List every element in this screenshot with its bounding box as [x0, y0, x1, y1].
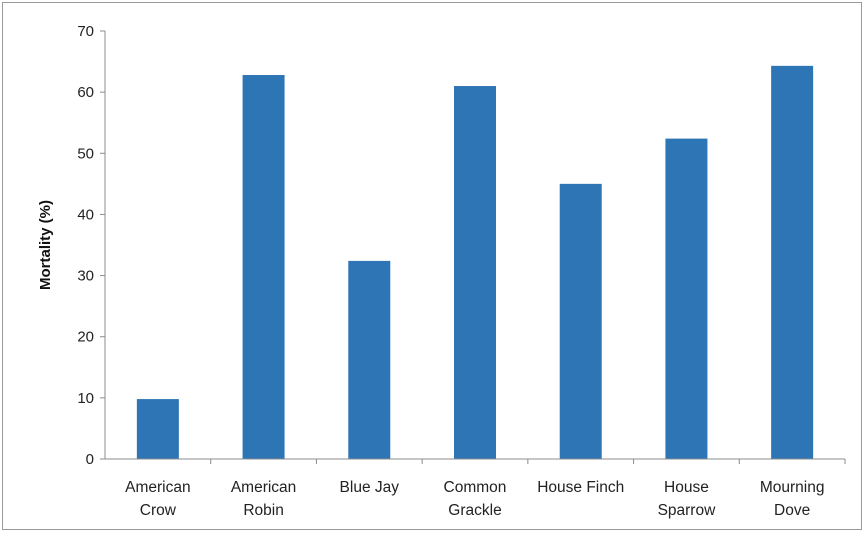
x-tick-label: House Sparrow — [658, 479, 717, 519]
bars — [136, 65, 814, 460]
bar — [348, 260, 391, 459]
x-tick-label-line: Mourning — [760, 479, 825, 496]
x-tick-label-line: Blue Jay — [340, 479, 400, 496]
x-tick-label: Common Grackle — [444, 479, 507, 519]
y-axis: 0 10 20 30 40 50 60 70 — [77, 23, 106, 468]
x-axis: American Crow American Robin Blue Jay Common G… — [105, 458, 846, 519]
x-tick-label-line: Dove — [774, 502, 810, 519]
x-tick-label: Mourning Dove — [760, 479, 825, 519]
x-tick-label: American Crow — [125, 479, 190, 519]
y-tick-label: 30 — [77, 268, 94, 285]
y-tick-label: 70 — [77, 23, 94, 40]
bar — [454, 86, 496, 460]
x-tick-label: House Finch — [537, 479, 624, 496]
y-tick-label: 40 — [77, 206, 94, 223]
x-tick-label-line: Sparrow — [658, 502, 717, 519]
x-tick-label-line: Robin — [243, 502, 284, 519]
x-tick-label-line: House — [664, 479, 709, 496]
y-axis-label: Mortality (%) — [37, 200, 54, 290]
y-tick-label: 10 — [77, 390, 94, 407]
y-tick-label: 50 — [77, 145, 94, 162]
bar — [242, 75, 285, 459]
bar — [665, 138, 708, 459]
bar — [559, 183, 602, 459]
x-tick-label-line: American — [231, 479, 296, 496]
y-tick-label: 20 — [77, 329, 94, 346]
x-tick-label-line: Crow — [140, 502, 177, 519]
x-tick-label: Blue Jay — [340, 479, 400, 496]
y-tick-label: 60 — [77, 84, 94, 101]
y-tick-label: 0 — [86, 451, 94, 468]
x-tick-label-line: American — [125, 479, 190, 496]
x-tick-label-line: Common — [444, 479, 507, 496]
x-tick-label-line: Grackle — [448, 502, 501, 519]
bar — [771, 65, 814, 459]
bar — [136, 399, 179, 459]
x-tick-label-line: House Finch — [537, 479, 624, 496]
x-tick-label: American Robin — [231, 479, 296, 519]
